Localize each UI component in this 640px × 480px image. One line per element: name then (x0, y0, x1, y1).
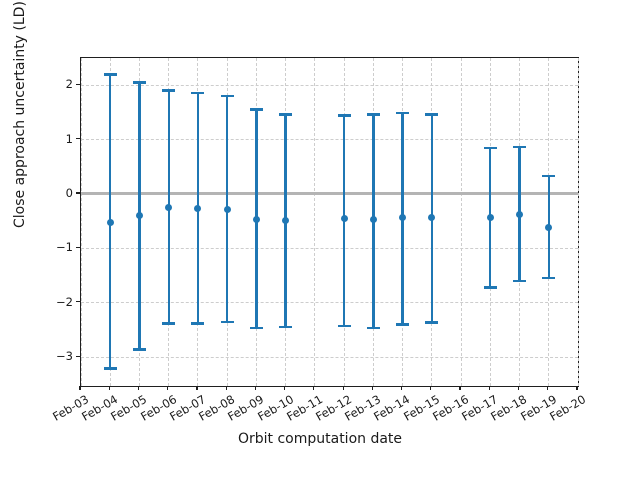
plot-area (80, 57, 579, 387)
x-tick-mark (167, 386, 169, 390)
data-point-marker (399, 213, 407, 221)
y-tick-label: −1 (56, 240, 73, 255)
data-point-marker (545, 224, 553, 232)
error-bar-cap-top (483, 147, 497, 150)
error-bar-cap-bottom (483, 286, 497, 289)
y-tick-mark (76, 192, 80, 194)
y-axis-label: Close approach uncertainty (LD) (12, 1, 28, 228)
gridline-horizontal (81, 139, 578, 141)
error-bar-cap-top (191, 91, 205, 94)
zero-reference-line (81, 192, 578, 196)
error-bar-cap-top (366, 113, 380, 116)
x-tick-mark (254, 386, 256, 390)
error-bar-cap-bottom (542, 276, 556, 279)
error-bar-cap-top (513, 146, 527, 149)
x-tick-mark (342, 386, 344, 390)
error-bar-cap-top (103, 73, 117, 76)
data-point-marker (282, 217, 290, 225)
error-bar-cap-bottom (366, 326, 380, 329)
gridline-horizontal (81, 302, 578, 304)
y-tick-mark (76, 355, 80, 357)
error-bar-cap-top (396, 111, 410, 115)
x-tick-mark (400, 386, 403, 390)
x-tick-mark (196, 386, 198, 390)
gridline-vertical (460, 58, 462, 386)
error-bar-cap-top (132, 81, 146, 84)
x-tick-mark (576, 386, 578, 390)
data-point-marker (428, 214, 436, 222)
error-bar-cap-top (220, 94, 234, 98)
y-tick-label: −2 (56, 294, 73, 309)
x-tick-mark (79, 386, 81, 390)
data-point-marker (194, 205, 202, 213)
error-bar-cap-top (425, 113, 439, 116)
gridline-vertical (577, 58, 579, 386)
error-bar-cap-bottom (132, 348, 146, 351)
data-point-marker (486, 213, 494, 221)
y-tick-label: 1 (65, 131, 73, 146)
error-bar-cap-bottom (425, 321, 439, 324)
data-point-marker (252, 215, 260, 223)
x-tick-mark (517, 386, 520, 390)
x-tick-mark (137, 386, 140, 390)
data-point-marker (369, 215, 377, 223)
y-tick-label: 0 (65, 185, 73, 200)
error-bar-cap-bottom (220, 320, 234, 323)
x-tick-mark (284, 386, 286, 390)
gridline-horizontal (81, 247, 578, 249)
data-point-marker (135, 212, 143, 220)
x-tick-mark (547, 386, 549, 390)
x-axis-label: Orbit computation date (237, 431, 403, 447)
y-tick-mark (76, 137, 80, 140)
error-bar-cap-top (162, 89, 176, 92)
y-tick-mark (76, 301, 80, 303)
gridline-vertical (80, 58, 82, 386)
error-bar-cap-top (249, 108, 263, 111)
error-bar-cap-top (542, 174, 556, 178)
error-bar-cap-bottom (513, 279, 527, 283)
y-tick-label: −3 (56, 349, 73, 364)
y-tick-mark (76, 83, 80, 85)
y-tick-mark (76, 246, 80, 248)
error-bar-cap-top (337, 114, 351, 117)
error-bar-cap-bottom (162, 322, 176, 325)
y-tick-label: 2 (65, 77, 73, 92)
x-tick-mark (313, 386, 315, 390)
gridline-horizontal (81, 356, 578, 358)
x-tick-mark (430, 386, 432, 390)
x-tick-mark (371, 386, 373, 390)
x-tick-mark (225, 386, 227, 390)
error-bar-cap-bottom (337, 324, 351, 328)
error-bar-cap-bottom (103, 367, 117, 370)
error-bar-cap-top (279, 113, 293, 116)
data-point-marker (106, 218, 114, 226)
error-bar-cap-bottom (249, 326, 263, 329)
x-tick-mark (459, 386, 461, 390)
data-point-marker (516, 210, 524, 218)
x-tick-mark (108, 386, 110, 390)
error-bar-cap-bottom (191, 322, 205, 325)
gridline-horizontal (81, 84, 578, 86)
gridline-vertical (314, 58, 316, 386)
data-point-marker (165, 204, 173, 212)
data-point-marker (340, 214, 348, 222)
data-point-marker (223, 206, 231, 214)
error-bar-cap-bottom (279, 325, 293, 328)
x-tick-mark (488, 386, 490, 390)
error-bar-cap-bottom (396, 323, 410, 326)
